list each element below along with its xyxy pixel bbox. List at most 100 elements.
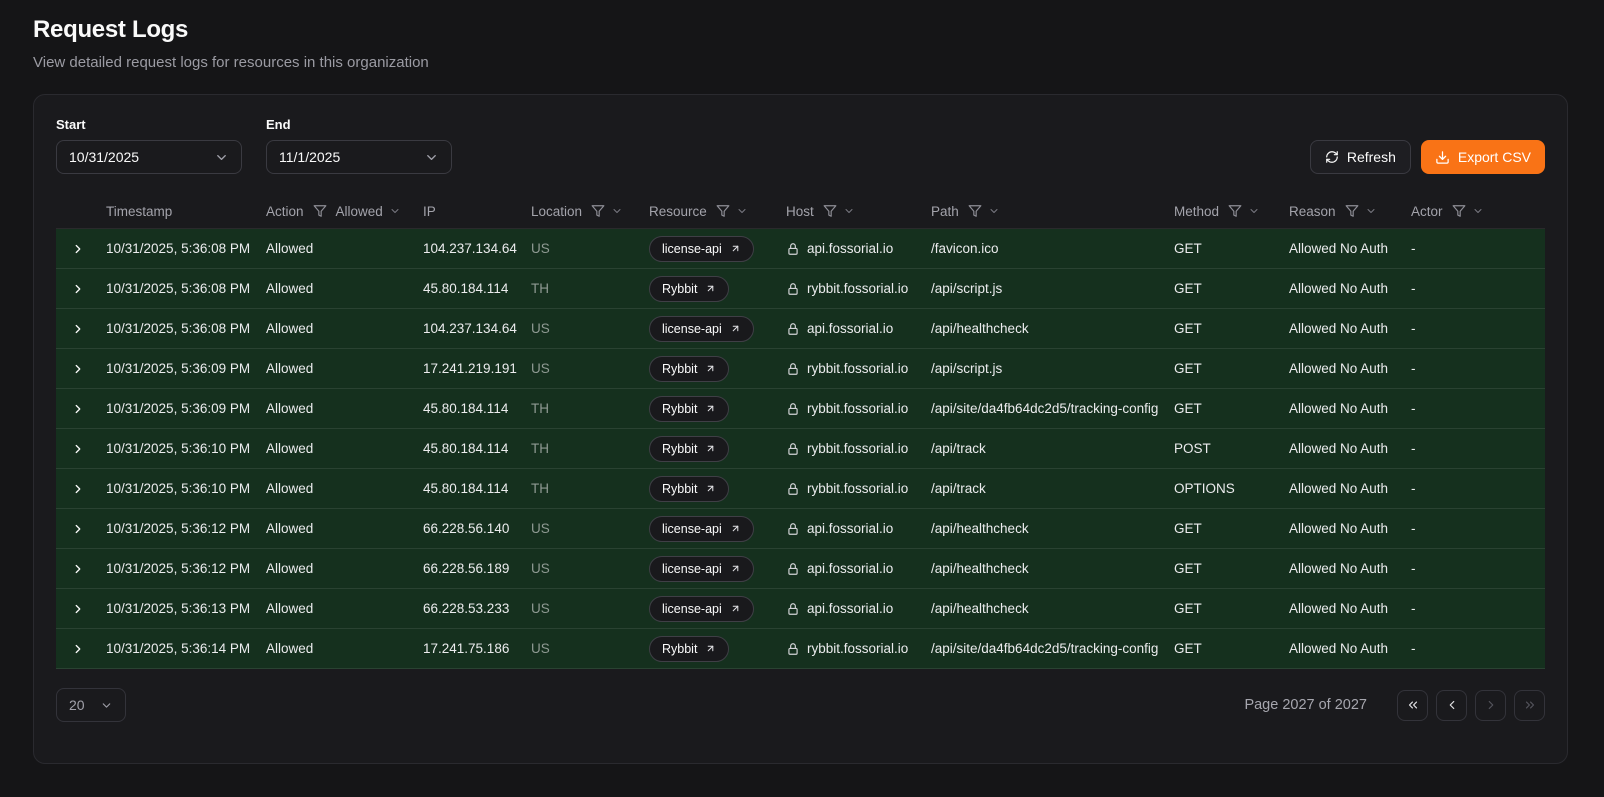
expand-row-button[interactable]	[71, 562, 85, 576]
chevron-down-icon[interactable]	[1472, 205, 1484, 217]
expand-row-button[interactable]	[71, 642, 85, 656]
resource-badge[interactable]: Rybbit	[649, 635, 730, 662]
export-csv-button[interactable]: Export CSV	[1420, 140, 1545, 174]
table-row[interactable]: 10/31/2025, 5:36:08 PM Allowed 104.237.1…	[56, 309, 1545, 349]
expand-row-button[interactable]	[71, 322, 85, 336]
table-row[interactable]: 10/31/2025, 5:36:10 PM Allowed 45.80.184…	[56, 469, 1545, 509]
first-page-button[interactable]	[1397, 689, 1428, 721]
filter-icon[interactable]	[823, 204, 837, 218]
page-size-select[interactable]: 20	[56, 688, 126, 722]
resource-badge[interactable]: Rybbit	[649, 355, 730, 382]
location-cell: TH	[531, 441, 549, 456]
filter-icon[interactable]	[1452, 204, 1466, 218]
ip-cell: 17.241.75.186	[423, 641, 510, 656]
chevron-right-icon	[71, 282, 85, 296]
resource-badge[interactable]: Rybbit	[649, 275, 730, 302]
table-row[interactable]: 10/31/2025, 5:36:09 PM Allowed 17.241.21…	[56, 349, 1545, 389]
expand-row-button[interactable]	[71, 282, 85, 296]
host-name: api.fossorial.io	[807, 561, 894, 576]
arrow-up-right-icon	[705, 643, 716, 654]
resource-badge[interactable]: Rybbit	[649, 475, 730, 502]
action-cell: Allowed	[266, 521, 314, 536]
expand-row-button[interactable]	[71, 402, 85, 416]
location-cell: US	[531, 361, 550, 376]
resource-badge[interactable]: license-api	[649, 235, 754, 262]
chevron-down-icon[interactable]	[988, 205, 1000, 217]
resource-badge[interactable]: license-api	[649, 555, 754, 582]
table-row[interactable]: 10/31/2025, 5:36:13 PM Allowed 66.228.53…	[56, 589, 1545, 629]
actor-cell: -	[1411, 481, 1416, 496]
resource-badge[interactable]: Rybbit	[649, 395, 730, 422]
previous-page-button[interactable]	[1436, 689, 1467, 721]
table-row[interactable]: 10/31/2025, 5:36:10 PM Allowed 45.80.184…	[56, 429, 1545, 469]
filter-icon[interactable]	[716, 204, 730, 218]
header-label: IP	[423, 203, 436, 219]
chevron-right-icon	[1484, 698, 1498, 712]
table-row[interactable]: 10/31/2025, 5:36:12 PM Allowed 66.228.56…	[56, 509, 1545, 549]
arrow-up-right-icon	[705, 483, 716, 494]
filter-icon[interactable]	[591, 204, 605, 218]
expand-row-button[interactable]	[71, 242, 85, 256]
page-title: Request Logs	[33, 16, 189, 43]
table-row[interactable]: 10/31/2025, 5:36:09 PM Allowed 45.80.184…	[56, 389, 1545, 429]
chevron-right-icon	[71, 562, 85, 576]
path-cell: /api/site/da4fb64dc2d5/tracking-config	[931, 401, 1159, 416]
lock-icon	[786, 482, 800, 496]
next-page-button[interactable]	[1475, 689, 1506, 721]
chevron-down-icon[interactable]	[1365, 205, 1377, 217]
header-path: Path	[921, 204, 1164, 219]
lock-icon	[786, 362, 800, 376]
chevron-down-icon[interactable]	[611, 205, 623, 217]
chevron-down-icon[interactable]	[389, 205, 401, 217]
table-row[interactable]: 10/31/2025, 5:36:08 PM Allowed 104.237.1…	[56, 229, 1545, 269]
chevron-right-icon	[71, 242, 85, 256]
end-date-select[interactable]: 11/1/2025	[266, 140, 452, 174]
chevron-down-icon[interactable]	[736, 205, 748, 217]
chevron-right-icon	[71, 362, 85, 376]
filter-icon[interactable]	[1345, 204, 1359, 218]
method-cell: GET	[1174, 401, 1202, 416]
chevron-right-icon	[71, 402, 85, 416]
arrow-up-right-icon	[705, 403, 716, 414]
header-host: Host	[776, 204, 921, 219]
method-cell: GET	[1174, 281, 1202, 296]
resource-name: Rybbit	[662, 441, 698, 456]
filter-icon[interactable]	[968, 204, 982, 218]
lock-icon	[786, 602, 800, 616]
last-page-button[interactable]	[1514, 689, 1545, 721]
ip-cell: 17.241.219.191	[423, 361, 517, 376]
actor-cell: -	[1411, 241, 1416, 256]
actor-cell: -	[1411, 561, 1416, 576]
action-cell: Allowed	[266, 321, 314, 336]
filter-icon[interactable]	[1228, 204, 1242, 218]
action-filter-value[interactable]: Allowed	[335, 203, 383, 219]
filter-icon[interactable]	[313, 204, 327, 218]
expand-row-button[interactable]	[71, 602, 85, 616]
end-date-value: 11/1/2025	[279, 149, 341, 165]
start-date-select[interactable]: 10/31/2025	[56, 140, 242, 174]
expand-row-button[interactable]	[71, 362, 85, 376]
table-row[interactable]: 10/31/2025, 5:36:08 PM Allowed 45.80.184…	[56, 269, 1545, 309]
chevron-right-icon	[71, 642, 85, 656]
refresh-button[interactable]: Refresh	[1309, 140, 1411, 174]
resource-badge[interactable]: license-api	[649, 515, 754, 542]
table-row[interactable]: 10/31/2025, 5:36:12 PM Allowed 66.228.56…	[56, 549, 1545, 589]
export-csv-label: Export CSV	[1457, 149, 1531, 165]
expand-row-button[interactable]	[71, 482, 85, 496]
chevron-down-icon[interactable]	[843, 205, 855, 217]
method-cell: GET	[1174, 521, 1202, 536]
table-row[interactable]: 10/31/2025, 5:36:14 PM Allowed 17.241.75…	[56, 629, 1545, 669]
location-cell: US	[531, 521, 550, 536]
resource-badge[interactable]: license-api	[649, 315, 754, 342]
expand-row-button[interactable]	[71, 522, 85, 536]
timestamp-cell: 10/31/2025, 5:36:13 PM	[106, 601, 251, 616]
chevron-down-icon[interactable]	[1248, 205, 1260, 217]
expand-row-button[interactable]	[71, 442, 85, 456]
reason-cell: Allowed No Auth	[1289, 441, 1389, 456]
host-name: api.fossorial.io	[807, 241, 894, 256]
resource-badge[interactable]: license-api	[649, 595, 754, 622]
lock-icon	[786, 242, 800, 256]
resource-badge[interactable]: Rybbit	[649, 435, 730, 462]
timestamp-cell: 10/31/2025, 5:36:14 PM	[106, 641, 251, 656]
timestamp-cell: 10/31/2025, 5:36:10 PM	[106, 481, 251, 496]
